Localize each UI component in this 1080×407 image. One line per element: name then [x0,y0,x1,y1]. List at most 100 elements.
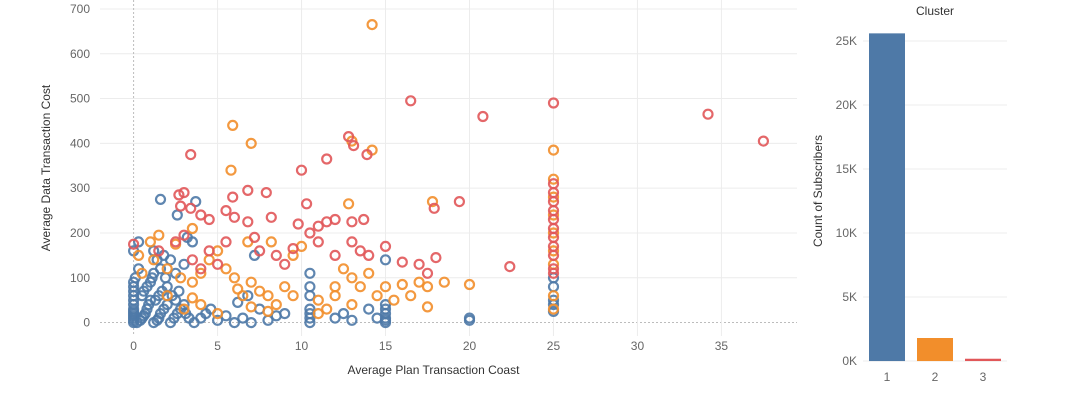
data-point [133,249,145,261]
data-point [337,308,350,320]
data-point [195,263,207,275]
data-point [178,303,190,315]
data-point [287,249,299,261]
data-point [346,272,358,284]
data-point [186,292,198,304]
data-point [175,272,187,284]
data-point [185,202,197,214]
data-point [186,254,198,266]
x-tick-label: 25 [547,339,561,353]
data-point [354,281,366,293]
data-point [547,303,560,315]
data-point [128,238,140,250]
data-point [379,254,392,266]
data-point [343,198,355,210]
data-point [237,290,249,302]
data-point [312,308,324,320]
y-tick-label: 700 [70,2,90,16]
data-point [346,314,358,326]
data-point [220,263,232,275]
bar-y-tick-label: 25K [836,34,857,48]
y-tick-label: 400 [70,136,90,150]
data-point [346,299,358,311]
data-point [329,249,341,261]
bar-y-tick-label: 5K [842,290,857,304]
data-point [186,276,198,288]
data-point [421,281,434,293]
series-cluster-2 [133,19,560,320]
data-point [287,243,299,255]
data-point [228,211,240,223]
data-point [185,149,197,161]
data-point [358,213,370,226]
data-point [379,299,392,311]
data-point [547,267,560,279]
data-point [270,299,282,311]
y-tick-label: 600 [70,47,90,61]
data-point [329,312,341,324]
data-point [329,290,341,302]
data-point [144,294,156,306]
x-tick-label: 0 [130,339,137,353]
data-point [153,229,165,241]
bar-cluster-1 [869,33,905,362]
data-point [547,144,560,156]
x-tick-label: 10 [295,339,309,353]
y-tick-label: 300 [70,181,90,195]
data-point [245,317,257,329]
data-point [547,97,560,109]
data-point [379,281,392,293]
series-cluster-3 [128,95,770,279]
scatter-plot: 0 100 200 300 400 500 600 700 0 5 10 15 20 25 30 35 Aver… [39,0,797,377]
data-point [220,205,232,217]
y-tick-label: 0 [83,316,90,330]
y-tick-label: 100 [70,271,90,285]
data-point [203,213,215,226]
data-point [363,267,375,279]
y-tick-label: 500 [70,92,90,106]
data-point [438,276,450,288]
bar-category-label: 2 [932,370,939,384]
data-point [212,314,224,326]
data-point [148,254,160,266]
data-point [178,258,190,270]
data-point [426,196,439,208]
data-point [421,301,434,313]
data-point [242,290,254,302]
data-point [195,267,207,279]
data-point [379,240,392,252]
data-point [361,149,373,161]
data-point [270,249,282,261]
data-point [164,254,177,266]
cluster-bar-chart: Cluster 0K 5K 10K 15K 20K 25K Count of Subscrib… [811,4,1007,384]
data-point [212,308,224,320]
data-point [337,263,350,275]
data-point [379,303,392,315]
data-point [225,164,237,176]
bar-category-label: 3 [980,370,987,384]
data-point [304,303,316,315]
data-point [312,236,324,248]
data-point [413,258,425,270]
data-point [304,227,316,239]
data-point [321,303,333,315]
bar-chart-title: Cluster [916,4,954,18]
data-point [371,290,383,302]
data-point [421,267,434,279]
data-point [547,290,560,302]
data-point [248,231,261,243]
x-axis-title: Average Plan Transaction Coast [348,363,521,377]
data-point [463,278,476,291]
data-point [757,135,770,147]
bar-y-tick-label: 20K [836,98,857,112]
data-point [245,137,257,149]
data-point [242,184,254,196]
data-point [154,193,167,205]
data-point [405,290,417,302]
data-point [301,198,313,210]
bar-cluster-3 [965,358,1001,362]
data-point [312,220,324,232]
y-tick-label: 200 [70,226,90,240]
data-point [430,252,442,264]
data-point [265,236,277,248]
